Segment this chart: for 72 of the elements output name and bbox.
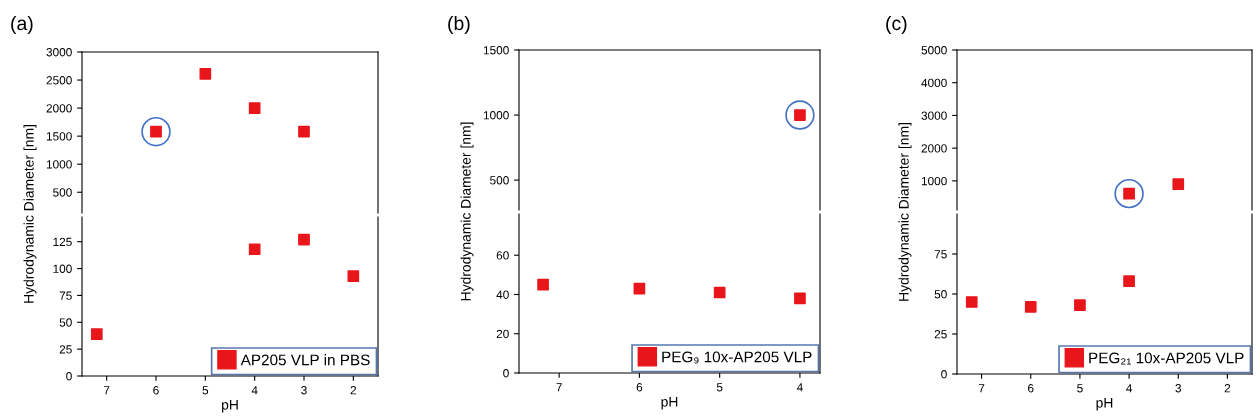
point: [537, 278, 549, 291]
x-axis-title: pH: [222, 400, 238, 413]
x-tick-label: 6: [1028, 384, 1034, 393]
y-tick-label: 40: [496, 290, 509, 299]
y-tick-label: 4000: [921, 78, 947, 88]
legend-label: PEG₂₁ 10x-AP205 VLP: [1089, 352, 1244, 365]
x-tick-label: 6: [636, 383, 643, 392]
y-tick-label: 0: [66, 372, 72, 381]
y-tick-label: 25: [59, 345, 72, 354]
point: [1024, 300, 1037, 313]
y-tick-label: 2500: [46, 76, 72, 85]
y-tick-label: 1500: [483, 46, 509, 55]
point: [965, 296, 978, 308]
y-tick-label: 1000: [921, 176, 947, 186]
x-axis-title: pH: [1096, 398, 1113, 411]
y-tick-label: 1000: [46, 160, 72, 169]
point: [1074, 299, 1086, 312]
y-tick-label: 1000: [483, 111, 509, 120]
y-axis-title: Hydrodynamic Diameter [nm]: [898, 123, 912, 301]
legend-label: AP205 VLP in PBS: [240, 354, 370, 366]
y-tick-label: 75: [59, 291, 72, 300]
x-tick-label: 3: [301, 386, 307, 395]
y-tick-label: 3000: [46, 48, 72, 57]
point: [298, 125, 310, 138]
y-tick-label: 125: [53, 237, 72, 247]
chart-title: (a): [11, 15, 33, 35]
y-tick-label: 2000: [46, 104, 72, 113]
point: [1123, 275, 1135, 288]
y-tick-label: 500: [53, 188, 72, 197]
point: [794, 292, 806, 305]
point: [713, 286, 726, 299]
point: [633, 282, 646, 295]
chart-title: (b): [448, 15, 470, 35]
y-axis-title: Hydrodynamic Diameter [nm]: [23, 125, 37, 303]
x-tick-label: 4: [251, 386, 258, 395]
y-tick-label: 25: [934, 330, 947, 339]
y-tick-label: 0: [503, 369, 509, 378]
point: [141, 116, 171, 147]
y-tick-label: 100: [53, 264, 72, 273]
x-axis-title: pH: [661, 397, 678, 410]
y-tick-label: 500: [490, 176, 509, 185]
y-tick-label: 5000: [921, 46, 947, 55]
x-tick-label: 2: [350, 386, 357, 395]
point: [248, 102, 261, 114]
x-tick-label: 2: [1224, 384, 1231, 393]
point: [90, 328, 103, 340]
point: [298, 233, 310, 246]
x-tick-label: 6: [153, 386, 159, 395]
x-tick-label: 3: [1175, 384, 1182, 393]
y-tick-label: 75: [934, 250, 947, 259]
y-tick-label: 1500: [46, 132, 72, 141]
y-tick-label: 0: [941, 370, 947, 379]
y-tick-label: 60: [496, 251, 509, 260]
point: [347, 270, 360, 282]
y-tick-label: 50: [934, 290, 947, 299]
x-tick-label: 5: [716, 383, 723, 392]
x-tick-label: 4: [1126, 384, 1133, 393]
y-tick-label: 3000: [921, 111, 947, 120]
legend-label: PEG₉ 10x-AP205 VLP: [662, 351, 812, 364]
x-tick-label: 5: [1077, 384, 1083, 393]
y-tick-label: 20: [496, 329, 509, 339]
x-tick-label: 7: [978, 384, 985, 393]
x-tick-label: 4: [796, 383, 803, 392]
y-tick-label: 50: [59, 318, 72, 327]
y-tick-label: 2000: [921, 144, 947, 153]
point: [199, 68, 212, 80]
point: [248, 243, 261, 256]
x-tick-label: 7: [103, 386, 110, 395]
chart-title: (c): [886, 15, 907, 35]
y-axis-title: Hydrodynamic Diameter [nm]: [460, 122, 474, 301]
x-tick-label: 7: [556, 383, 562, 392]
x-tick-label: 5: [202, 386, 209, 395]
